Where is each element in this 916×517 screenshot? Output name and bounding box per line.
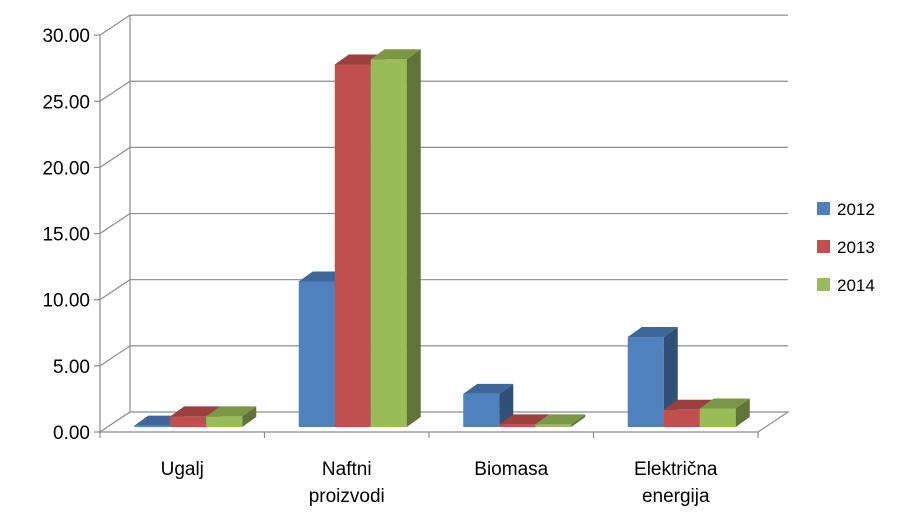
- x-category-label: Naftni: [322, 459, 372, 480]
- bar-front: [699, 408, 736, 427]
- bar-side: [242, 406, 257, 427]
- bar-top: [535, 414, 586, 425]
- bar-front: [334, 64, 371, 428]
- bar-top: [699, 398, 750, 409]
- bar-side: [663, 327, 678, 427]
- x-category-label: energija: [642, 486, 710, 507]
- bar-side: [735, 398, 750, 427]
- bar-front: [370, 59, 407, 428]
- legend-label: 2014: [837, 276, 875, 295]
- y-tick-label: 25.00: [42, 92, 90, 113]
- bar-front: [663, 409, 700, 427]
- legend-swatch: [817, 278, 830, 291]
- bar-top: [463, 383, 514, 394]
- bar-top: [170, 406, 221, 417]
- bar-front: [134, 425, 171, 427]
- bar-front: [170, 416, 207, 427]
- bar-front: [535, 424, 572, 427]
- gridline-depth: [99, 279, 131, 301]
- chart-floor: [98, 411, 790, 433]
- legend-swatch: [817, 240, 830, 253]
- bar-front: [627, 337, 664, 427]
- x-category-label: proizvodi: [309, 486, 385, 507]
- bar-top: [370, 49, 421, 60]
- bar-front: [298, 281, 335, 427]
- bar-front: [499, 424, 536, 427]
- gridline-depth: [99, 14, 131, 36]
- legend-label: 2012: [837, 200, 875, 219]
- x-category-label: Ugalj: [161, 459, 204, 480]
- gridline-depth: [99, 345, 131, 367]
- y-tick-label: 5.00: [53, 357, 90, 378]
- bar-top: [499, 414, 550, 425]
- y-tick-label: 15.00: [42, 225, 90, 246]
- bar-top: [627, 327, 678, 338]
- bar-side: [571, 414, 586, 427]
- y-tick-label: 30.00: [42, 26, 90, 47]
- x-category-label: Biomasa: [474, 459, 548, 480]
- bar-front: [206, 416, 243, 427]
- y-tick-label: 10.00: [42, 291, 90, 312]
- bar-front: [463, 393, 500, 427]
- legend-swatch: [817, 202, 830, 215]
- y-tick-label: 20.00: [42, 158, 90, 179]
- bar-top: [206, 406, 257, 417]
- x-category-label: Električna: [634, 459, 718, 480]
- y-tick-label: 0.00: [53, 423, 90, 444]
- gridline-depth: [99, 213, 131, 235]
- bar-side: [499, 383, 514, 427]
- legend-label: 2013: [837, 238, 875, 257]
- bar-side: [406, 49, 421, 428]
- bar-top: [663, 399, 714, 410]
- gridline-depth: [99, 146, 131, 168]
- gridline-depth: [99, 80, 131, 102]
